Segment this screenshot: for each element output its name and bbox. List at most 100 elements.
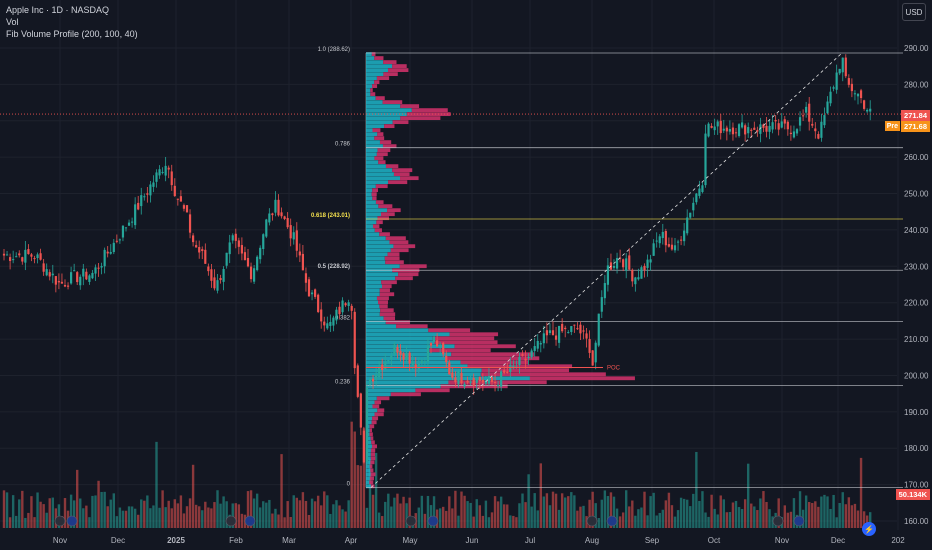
profile-sell-bar [370,460,375,465]
volume-bar [609,492,613,528]
profile-sell-bar [454,344,516,349]
candle-body [469,381,472,383]
candle-body [570,326,573,333]
profile-sell-bar [390,248,409,253]
currency-button[interactable]: USD [902,3,926,21]
y-tick-label: 210.00 [904,335,929,344]
profile-sell-bar [383,60,397,64]
candle-body [869,108,872,112]
profile-buy-bar [366,176,401,181]
candle-body [686,217,689,234]
profile-sell-bar [415,388,450,393]
candle-body [582,330,585,332]
volume-bar [48,498,51,528]
volume-bar [634,515,637,528]
profile-buy-bar [366,184,376,189]
profile-sell-bar [383,72,398,76]
symbol-title[interactable]: Apple Inc · 1D · NASDAQ [6,5,110,15]
volume-bar [76,469,79,528]
candle-body [320,309,323,322]
candle-body [289,225,292,239]
volume-bar [499,496,503,528]
candle-body [378,367,381,378]
volume-bar [115,516,119,528]
profile-buy-bar [366,316,384,321]
volume-bar [652,492,655,528]
candle-body [176,198,179,200]
candle-body [39,253,42,260]
candle-body [88,275,91,282]
volume-bar [249,490,253,528]
profile-sell-bar [379,292,395,297]
profile-sell-bar [400,116,441,121]
candle-body [42,263,45,272]
profile-buy-bar [366,292,380,297]
tradingview-logo-icon[interactable]: ⚡ [862,522,876,536]
candle-body [426,345,430,362]
volume-bar [643,491,646,528]
profile-sell-bar [384,256,400,261]
profile-buy-bar [366,252,388,257]
volume-bar [198,506,201,528]
candle-body [866,109,869,112]
volume-bar [631,500,634,528]
volume-bar [137,514,140,528]
candle-body [338,306,341,315]
profile-sell-bar [378,300,388,305]
volume-bar [393,497,396,528]
volume-bar [847,497,851,528]
candle-body [249,266,253,280]
time-axis[interactable]: Nov Dec 2025 Feb Mar Apr May Jun Jul Aug Sep Oct Nov… [53,536,905,545]
volume-bar [588,499,591,528]
volume-bar [664,500,668,528]
volume-bar [39,501,42,528]
volume-bar [396,493,399,528]
volume-bar [756,510,759,528]
volume-bar [628,506,631,528]
candle-body [140,195,143,207]
candle-body [179,196,182,202]
candle-body [713,126,716,131]
volume-bar [670,505,674,528]
volume-bar [765,501,768,528]
volume-bar [27,512,30,528]
candle-body [115,240,118,242]
volume-indicator-label[interactable]: Vol [6,17,19,27]
candle-body [658,236,661,244]
profile-sell-bar [400,104,420,109]
candle-body [789,132,792,135]
candle-body [664,230,667,246]
candle-body [530,350,533,358]
volume-bar [262,501,265,528]
candle-body [600,297,603,312]
volume-bar [679,497,683,528]
candle-body [734,132,738,134]
volume-bar [268,499,271,528]
profile-sell-bar [370,456,376,461]
volume-bar [457,515,460,528]
candle-body [335,309,338,321]
profile-sell-bar [393,172,410,177]
candle-body [27,249,30,255]
candle-body [606,265,609,285]
profile-sell-bar [399,264,427,269]
volume-bar [536,510,539,528]
profile-sell-bar [383,316,396,321]
profile-sell-bar [370,472,376,477]
candle-body [811,123,814,126]
volume-bar [554,493,558,528]
candle-body [521,354,524,356]
fib-label: 0 [347,482,351,488]
candle-body [841,57,844,73]
volume-bar [603,490,607,528]
volume-bar [2,490,6,528]
candle-body [603,283,606,299]
candle-body [859,90,863,99]
volume-bar [478,505,481,528]
volume-bar [252,498,256,528]
profile-buy-bar [366,312,380,317]
volume-bar [313,501,317,528]
fib-volume-profile-label[interactable]: Fib Volume Profile (200, 100, 40) [6,29,138,39]
profile-sell-bar [380,308,394,313]
